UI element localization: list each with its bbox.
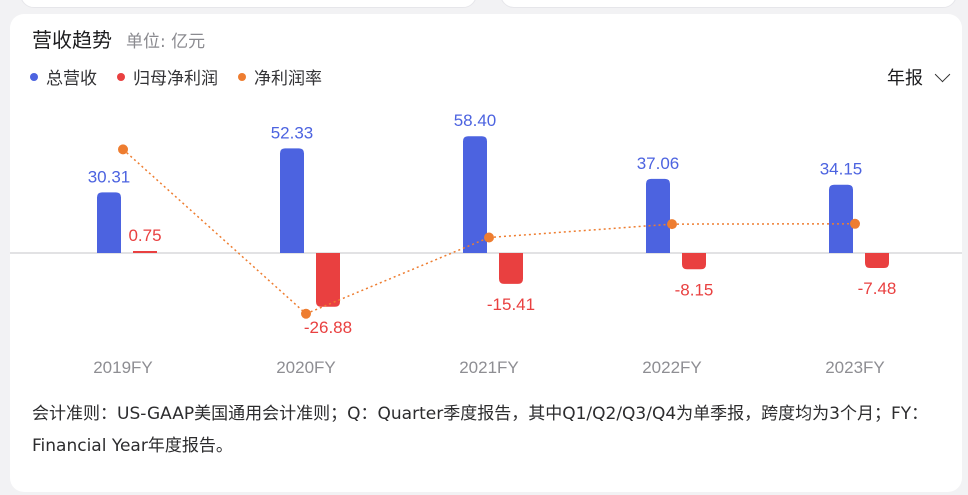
label-revenue-2023FY: 34.15 [820, 160, 863, 179]
revenue-chart: 30.31 0.75 2019FY 52.33 -26.88 2020FY 58.40 -15… [10, 111, 962, 377]
footnote: 会计准则：US-GAAP美国通用会计准则；Q：Quarter季度报告，其中Q1/… [32, 404, 929, 456]
x-tick-2023FY: 2023FY [825, 358, 885, 377]
net-margin-point-2020FY [301, 308, 311, 319]
legend-item-net-margin[interactable]: 净利润率 [238, 64, 322, 89]
x-tick-2021FY: 2021FY [459, 358, 519, 377]
legend-dot-net-margin [238, 72, 246, 81]
label-revenue-2021FY: 58.40 [454, 111, 497, 130]
bar-net-profit-2020FY [316, 253, 340, 307]
label-net-profit-2023FY: -7.48 [858, 279, 897, 298]
x-tick-2020FY: 2020FY [276, 358, 336, 377]
legend-label-revenue: 总营收 [46, 69, 97, 89]
bar-revenue-2022FY [646, 178, 670, 253]
label-revenue-2022FY: 37.06 [637, 154, 680, 173]
legend-item-revenue[interactable]: 总营收 [30, 64, 97, 89]
net-margin-segment-3 [488, 223, 673, 239]
bar-revenue-2019FY [97, 192, 121, 253]
bar-net-profit-2021FY [499, 253, 523, 284]
top-card-left [20, 0, 477, 8]
label-net-profit-2019FY: 0.75 [128, 226, 161, 245]
label-net-profit-2021FY: -15.41 [487, 295, 535, 314]
chart-legend: 总营收 归母净利润 净利润率 [30, 64, 322, 89]
net-margin-segment-1 [122, 148, 307, 315]
net-margin-point-2022FY [667, 219, 677, 230]
legend-item-net-profit[interactable]: 归母净利润 [117, 64, 218, 89]
legend-dot-net-profit [117, 72, 125, 81]
net-margin-point-2021FY [484, 232, 494, 243]
bar-net-profit-2019FY [133, 251, 157, 253]
legend-label-net-profit: 归母净利润 [133, 69, 218, 89]
bar-net-profit-2022FY [682, 253, 706, 270]
period-dropdown[interactable]: 年报 [887, 64, 951, 90]
unit-label: 单位: 亿元 [126, 32, 206, 52]
net-margin-point-2023FY [850, 218, 860, 229]
bar-revenue-2023FY [829, 184, 853, 253]
top-card-right [500, 0, 957, 8]
label-revenue-2020FY: 52.33 [271, 123, 314, 142]
revenue-trend-card: 营收趋势 单位: 亿元 总营收 归母净利润 净利润率 年报 30.31 0.75 2… [10, 14, 962, 492]
label-net-profit-2022FY: -8.15 [675, 280, 714, 299]
title-row: 营收趋势 单位: 亿元 [32, 24, 205, 53]
bar-net-profit-2023FY [865, 253, 889, 268]
legend-label-net-margin: 净利润率 [254, 69, 322, 89]
legend-dot-revenue [30, 72, 38, 81]
net-margin-segment-2 [305, 236, 490, 315]
net-margin-point-2019FY [118, 144, 128, 155]
x-tick-2022FY: 2022FY [642, 358, 702, 377]
x-tick-2019FY: 2019FY [93, 358, 153, 377]
bar-revenue-2021FY [463, 136, 487, 253]
period-dropdown-value: 年报 [887, 68, 923, 89]
bar-revenue-2020FY [280, 148, 304, 253]
label-net-profit-2020FY: -26.88 [304, 318, 352, 337]
chart-title: 营收趋势 [32, 28, 112, 52]
label-revenue-2019FY: 30.31 [88, 167, 131, 186]
